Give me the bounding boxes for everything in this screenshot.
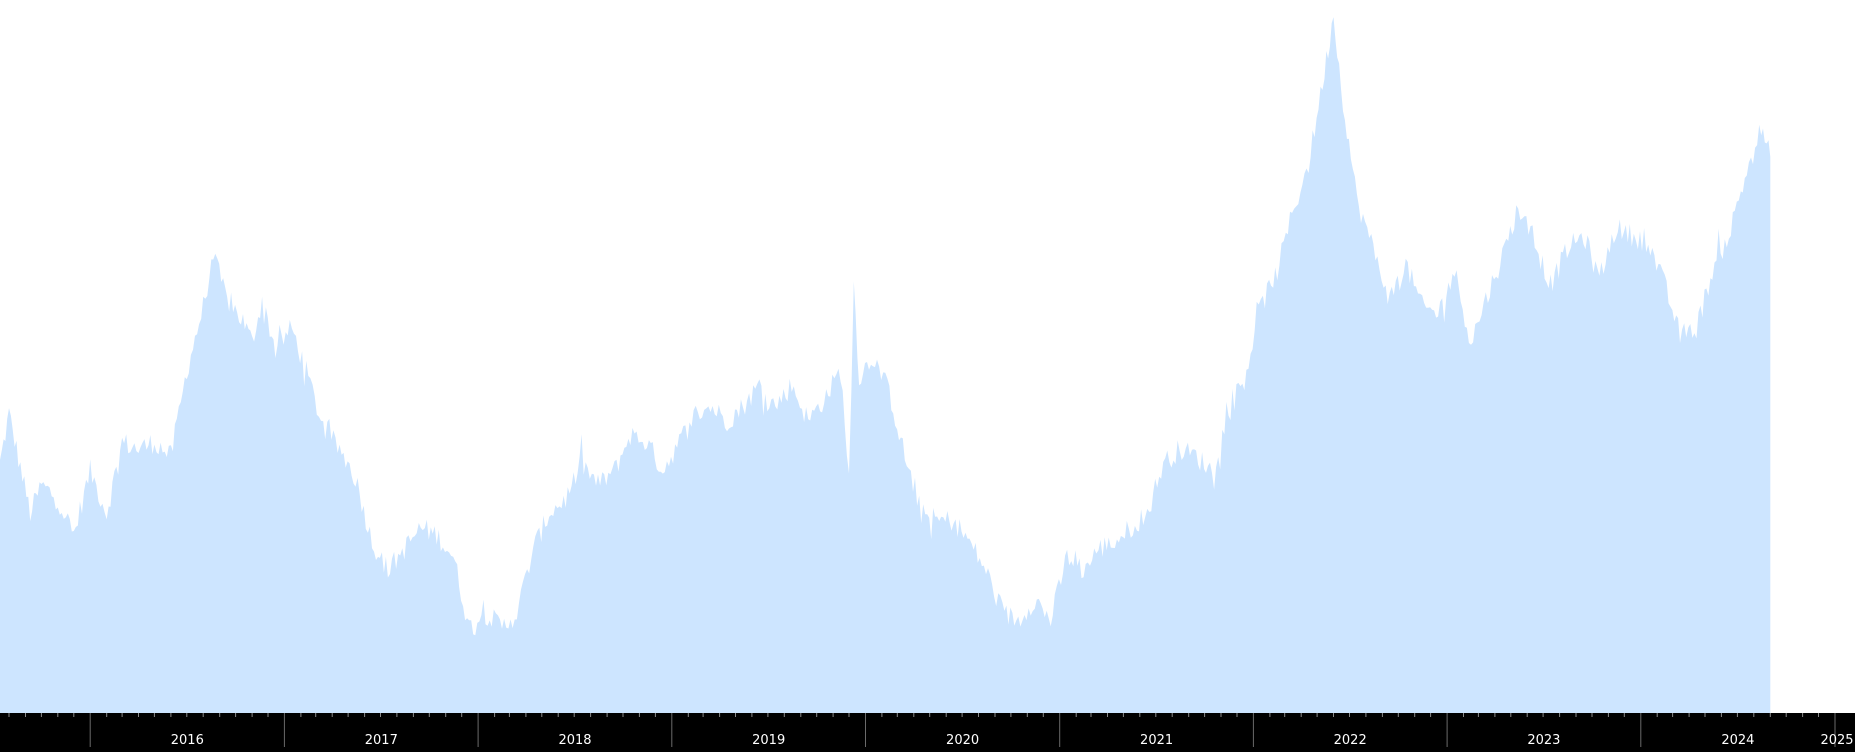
x-tick-label-2020: 2020 (946, 733, 979, 748)
x-axis: 2016 2017 2018 2019 2020 2021 2022 2023 2024 2025 (0, 713, 1855, 752)
x-tick-label-2025: 2025 (1820, 733, 1853, 748)
x-tick-label-2018: 2018 (558, 733, 591, 748)
x-axis-bar (0, 713, 1855, 752)
series-area-0 (0, 17, 1771, 714)
x-tick-label-2016: 2016 (171, 733, 204, 748)
x-tick-label-2022: 2022 (1334, 733, 1367, 748)
x-tick-label-2019: 2019 (752, 733, 785, 748)
x-tick-label-2023: 2023 (1527, 733, 1560, 748)
x-tick-label-2017: 2017 (365, 733, 398, 748)
plot-area (0, 17, 1771, 714)
x-axis-ticks (8, 713, 1836, 747)
x-axis-labels: 2016 2017 2018 2019 2020 2021 2022 2023 2024 2025 (171, 733, 1854, 748)
x-tick-label-2021: 2021 (1140, 733, 1173, 748)
x-tick-label-2024: 2024 (1721, 733, 1754, 748)
